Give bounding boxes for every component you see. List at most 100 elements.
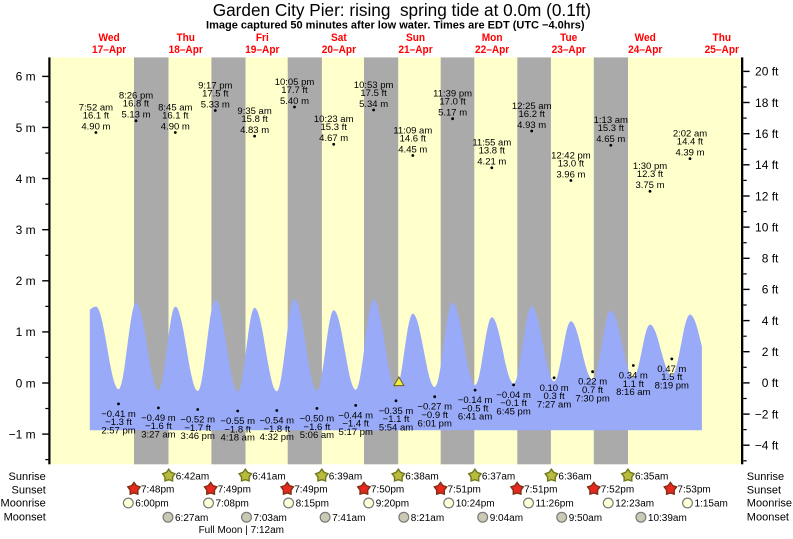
svg-text:−0.55 m: −0.55 m <box>220 416 255 427</box>
svg-text:ft: ft <box>772 283 779 297</box>
svg-text:9:50am: 9:50am <box>569 513 602 524</box>
svg-text:4.90 m: 4.90 m <box>81 121 110 132</box>
svg-text:−0.04 m: −0.04 m <box>496 390 531 401</box>
svg-text:8:16 am: 8:16 am <box>616 387 650 398</box>
svg-text:5.40 m: 5.40 m <box>280 96 309 107</box>
svg-text:Wed: Wed <box>635 32 656 44</box>
svg-text:15.8 ft: 15.8 ft <box>241 114 268 125</box>
svg-text:21–Apr: 21–Apr <box>398 44 432 56</box>
svg-text:13.8 ft: 13.8 ft <box>479 146 506 157</box>
svg-text:5.34 m: 5.34 m <box>359 99 388 110</box>
svg-text:−1.3 ft: −1.3 ft <box>105 417 132 428</box>
svg-text:0: 0 <box>762 376 769 390</box>
svg-text:Sunrise: Sunrise <box>747 471 784 483</box>
svg-text:5:06 am: 5:06 am <box>300 430 334 441</box>
svg-text:17.5 ft: 17.5 ft <box>202 88 229 99</box>
svg-text:4.93 m: 4.93 m <box>517 120 546 131</box>
svg-text:Sunset: Sunset <box>12 484 46 496</box>
svg-text:Mon: Mon <box>482 32 503 44</box>
svg-text:9:17 pm: 9:17 pm <box>198 80 232 91</box>
svg-text:7:52 am: 7:52 am <box>79 102 113 113</box>
svg-text:9:04am: 9:04am <box>490 513 523 524</box>
svg-text:6 m: 6 m <box>16 70 36 84</box>
svg-text:1:15am: 1:15am <box>695 499 728 510</box>
svg-text:Thu: Thu <box>713 32 732 44</box>
svg-text:20–Apr: 20–Apr <box>322 44 356 56</box>
svg-text:7:51pm: 7:51pm <box>448 485 481 496</box>
svg-text:Moonset: Moonset <box>4 511 46 523</box>
svg-text:Moonrise: Moonrise <box>747 498 792 510</box>
svg-text:−0.41 m: −0.41 m <box>101 409 136 420</box>
svg-text:ft: ft <box>772 127 779 141</box>
svg-text:10:53 pm: 10:53 pm <box>354 80 394 91</box>
svg-text:−0.50 m: −0.50 m <box>300 413 335 424</box>
svg-text:6:00pm: 6:00pm <box>135 499 168 510</box>
svg-text:8:26 pm: 8:26 pm <box>119 91 153 102</box>
svg-text:6:41am: 6:41am <box>252 471 285 482</box>
svg-text:7:50pm: 7:50pm <box>371 485 404 496</box>
svg-text:9:20pm: 9:20pm <box>376 499 409 510</box>
svg-text:ft: ft <box>772 65 779 79</box>
svg-text:Thu: Thu <box>176 32 195 44</box>
svg-text:−0.14 m: −0.14 m <box>458 395 493 406</box>
svg-text:ft: ft <box>772 345 779 359</box>
svg-text:−0.49 m: −0.49 m <box>141 413 176 424</box>
svg-text:ft: ft <box>772 220 779 234</box>
svg-text:16.1 ft: 16.1 ft <box>83 110 110 121</box>
svg-text:5:17 pm: 5:17 pm <box>339 427 373 438</box>
svg-text:11:55 am: 11:55 am <box>472 138 511 149</box>
svg-text:−0.54 m: −0.54 m <box>260 416 295 427</box>
svg-text:19–Apr: 19–Apr <box>245 44 279 56</box>
svg-text:3:27 am: 3:27 am <box>141 430 175 441</box>
svg-text:1:13 am: 1:13 am <box>594 115 628 126</box>
svg-text:Sat: Sat <box>331 32 347 44</box>
svg-text:Tue: Tue <box>560 32 577 44</box>
svg-text:2: 2 <box>762 345 769 359</box>
svg-text:4:18 am: 4:18 am <box>221 433 255 444</box>
svg-text:6:45 pm: 6:45 pm <box>496 407 530 418</box>
svg-text:10: 10 <box>755 220 769 234</box>
svg-text:ft: ft <box>772 252 779 266</box>
svg-text:4.39 m: 4.39 m <box>675 148 704 159</box>
svg-text:1 m: 1 m <box>16 325 36 339</box>
svg-text:Wed: Wed <box>99 32 120 44</box>
svg-text:4: 4 <box>762 314 769 328</box>
svg-text:−1.6 ft: −1.6 ft <box>304 422 331 433</box>
svg-text:10:23 am: 10:23 am <box>314 114 354 125</box>
svg-text:7:49pm: 7:49pm <box>294 485 327 496</box>
svg-text:16.8 ft: 16.8 ft <box>123 99 150 110</box>
svg-text:25–Apr: 25–Apr <box>705 44 739 56</box>
svg-text:0.34 m: 0.34 m <box>619 371 648 382</box>
svg-text:2:02 am: 2:02 am <box>673 128 707 139</box>
svg-text:17–Apr: 17–Apr <box>92 44 126 56</box>
svg-text:7:53pm: 7:53pm <box>677 485 710 496</box>
svg-text:7:48pm: 7:48pm <box>141 485 174 496</box>
svg-text:12:42 pm: 12:42 pm <box>551 150 591 161</box>
svg-text:4 m: 4 m <box>16 172 36 186</box>
svg-text:0.10 m: 0.10 m <box>540 383 569 394</box>
svg-text:7:03am: 7:03am <box>254 513 287 524</box>
svg-text:Sunset: Sunset <box>747 484 781 496</box>
svg-text:5.17 m: 5.17 m <box>438 108 467 119</box>
svg-text:18: 18 <box>755 96 769 110</box>
svg-text:3:46 pm: 3:46 pm <box>181 431 215 442</box>
svg-text:20: 20 <box>755 65 769 79</box>
svg-text:17.5 ft: 17.5 ft <box>360 88 387 99</box>
svg-text:ft: ft <box>772 376 779 390</box>
svg-text:23–Apr: 23–Apr <box>552 44 586 56</box>
svg-text:18–Apr: 18–Apr <box>169 44 203 56</box>
svg-text:6:41 am: 6:41 am <box>458 412 492 423</box>
svg-text:ft: ft <box>772 189 779 203</box>
svg-text:4.65 m: 4.65 m <box>596 134 625 145</box>
svg-text:6:27am: 6:27am <box>175 513 208 524</box>
svg-text:Moonset: Moonset <box>747 511 789 523</box>
svg-text:−4: −4 <box>755 439 769 453</box>
svg-text:11:39 pm: 11:39 pm <box>433 89 472 100</box>
svg-text:17.0 ft: 17.0 ft <box>439 97 466 108</box>
svg-text:6:39am: 6:39am <box>329 471 362 482</box>
svg-text:8: 8 <box>762 252 769 266</box>
svg-text:−1.7 ft: −1.7 ft <box>184 423 211 434</box>
svg-text:3.75 m: 3.75 m <box>635 180 664 191</box>
svg-text:7:51pm: 7:51pm <box>524 485 557 496</box>
svg-text:5:54 am: 5:54 am <box>379 422 413 433</box>
